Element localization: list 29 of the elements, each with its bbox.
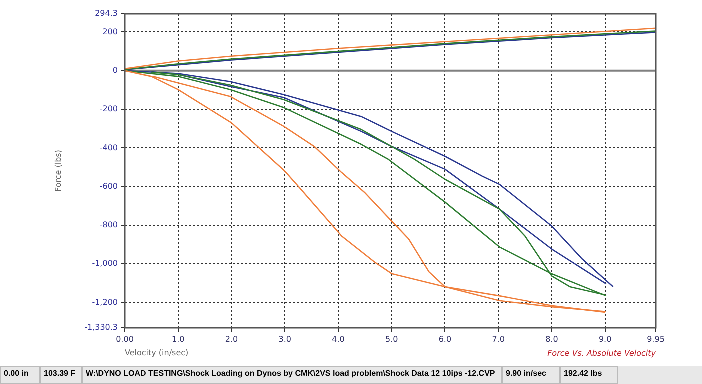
x-tick-label: 9.95 [647, 334, 665, 344]
x-tick-label: 0.00 [116, 334, 134, 344]
x-tick-label: 2.0 [225, 334, 238, 344]
y-axis-title: Force (lbs) [54, 150, 63, 192]
x-tick-label: 3.0 [278, 334, 292, 344]
x-tick-label: 4.0 [332, 334, 345, 344]
text: 0.00 in [0, 366, 40, 384]
text: 103.39 F [40, 366, 82, 384]
y-tick-label: -800 [100, 220, 118, 230]
x-axis-title: Velocity (in/sec) [125, 348, 189, 358]
y-tick-label: -400 [100, 143, 118, 152]
y-tick-label: -600 [100, 182, 118, 191]
y-tick-label: -1,200 [92, 298, 118, 307]
y-tick-label: 294.3 [95, 9, 118, 18]
x-tick-label: 9.0 [598, 334, 612, 344]
x-tick-label: 8.0 [546, 334, 558, 344]
y-tick-label: -1,000 [92, 259, 118, 268]
x-tick-label: 1.0 [172, 334, 185, 344]
y-tick-label: 0 [112, 66, 118, 75]
y-tick-label: -1,330.3 [84, 323, 118, 332]
y-tick-label: 200 [102, 27, 118, 36]
text: 192.42 lbs [560, 366, 618, 384]
x-tick-label: 7.0 [492, 334, 505, 344]
text: W:\DYNO LOAD TESTING\Shock Loading on Dynos by CMK\2VS load problem\Shock Data 12 10ips -12.CVP [82, 366, 502, 384]
x-tick-label: 6.0 [438, 334, 452, 344]
y-tick-label: -200 [100, 104, 118, 114]
text: Force Vs. Absolute Velocity [548, 349, 656, 358]
text: 9.90 in/sec [502, 366, 560, 384]
x-tick-label: 5.0 [385, 334, 398, 344]
